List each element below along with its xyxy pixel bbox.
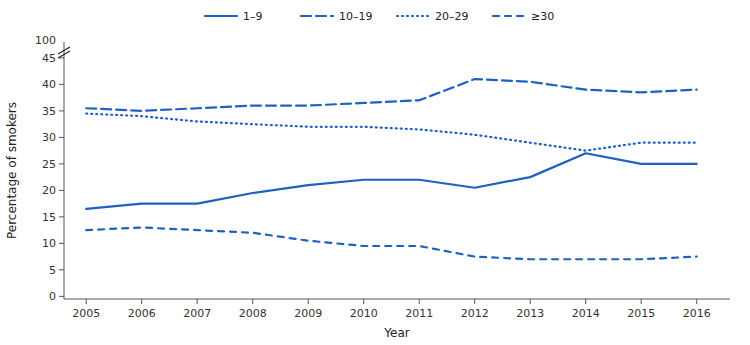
series-line (86, 114, 697, 151)
y-tick-label: 20 (42, 184, 56, 197)
x-tick (530, 299, 531, 304)
x-tick-label: 2012 (461, 307, 489, 320)
y-tick-label: 15 (42, 211, 56, 224)
y-tick (59, 243, 64, 244)
x-tick (696, 299, 697, 304)
y-tick-label: 10 (42, 237, 56, 250)
y-tick-label: 5 (49, 264, 56, 277)
y-tick (59, 163, 64, 164)
x-tick (363, 299, 364, 304)
plot-area (86, 79, 697, 259)
x-tick (419, 299, 420, 304)
series-line (86, 153, 697, 209)
x-tick (197, 299, 198, 304)
x-tick (86, 299, 87, 304)
y-tick-label: 30 (42, 131, 56, 144)
x-tick (474, 299, 475, 304)
x-tick-label: 2009 (294, 307, 322, 320)
y-tick-label: 40 (42, 78, 56, 91)
x-axis (64, 299, 730, 300)
x-tick (252, 299, 253, 304)
legend-label: 1–9 (243, 10, 263, 23)
series-line (86, 79, 697, 111)
chart: 0 5 10 15 20 25 30 35 40 45 2005 2006 2007 2008 2009 20… (0, 0, 750, 345)
y-tick (59, 269, 64, 270)
y-tick (59, 84, 64, 85)
y-tick-label: 35 (42, 105, 56, 118)
x-tick-label: 2013 (516, 307, 544, 320)
x-tick-label: 2006 (128, 307, 156, 320)
y-tick (59, 190, 64, 191)
y-tick-label: 25 (42, 158, 56, 171)
x-tick (308, 299, 309, 304)
legend-swatch (397, 15, 429, 17)
x-tick-label: 2007 (183, 307, 211, 320)
legend-swatch (493, 15, 525, 17)
y-tick (59, 110, 64, 111)
x-tick (585, 299, 586, 304)
axis-break-mark (58, 51, 70, 58)
legend: 1–9 10–19 20–29 ≥30 (205, 10, 554, 23)
x-tick-label: 2005 (72, 307, 100, 320)
y-tick (59, 296, 64, 297)
axis-break (58, 47, 70, 58)
x-tick (641, 299, 642, 304)
x-tick (141, 299, 142, 304)
legend-swatch (205, 15, 237, 17)
x-tick-label: 2014 (572, 307, 600, 320)
series-line (86, 227, 697, 259)
x-tick-label: 2011 (405, 307, 433, 320)
x-tick-label: 2010 (350, 307, 378, 320)
x-axis-label: Year (383, 326, 409, 340)
legend-label: 10–19 (339, 10, 373, 23)
legend-label: ≥30 (531, 10, 554, 23)
y-tick (59, 137, 64, 138)
axis-break-mark (58, 47, 70, 54)
y-tick (59, 216, 64, 217)
y-axis (64, 42, 65, 299)
x-tick-label: 2015 (627, 307, 655, 320)
annotation: 100 (35, 34, 56, 47)
legend-swatch (301, 15, 333, 17)
y-tick-label: 0 (49, 290, 56, 303)
y-axis-label: Percentage of smokers (5, 102, 19, 239)
legend-label: 20–29 (435, 10, 469, 23)
x-tick-label: 2008 (239, 307, 267, 320)
x-tick-label: 2016 (683, 307, 711, 320)
y-tick-label: 45 (42, 52, 56, 65)
